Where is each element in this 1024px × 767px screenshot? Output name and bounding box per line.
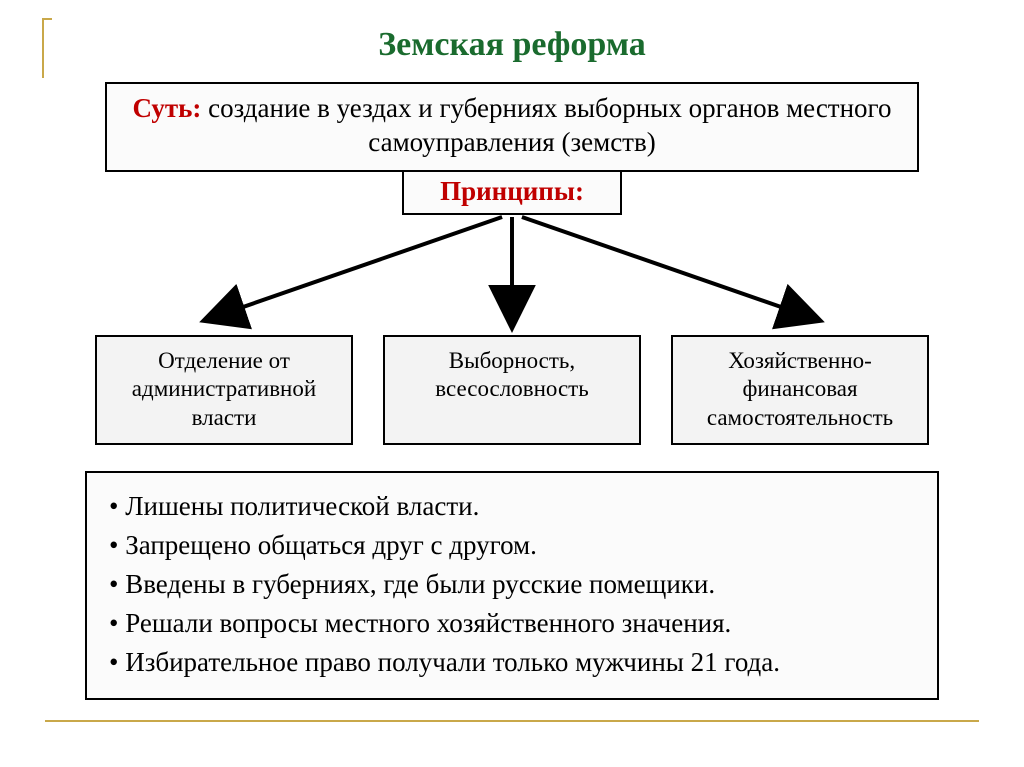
- slide-frame-corner: [42, 18, 52, 78]
- essence-text: создание в уездах и губерниях выборных о…: [201, 93, 891, 157]
- list-item: Решали вопросы местного хозяйственного з…: [109, 604, 915, 643]
- essence-label: Суть:: [133, 93, 202, 123]
- page-title: Земская реформа: [45, 26, 979, 64]
- branch-box: Отделение от административной власти: [95, 335, 353, 445]
- bullets-box: Лишены политической власти. Запрещено об…: [85, 471, 939, 701]
- arrows-svg: [105, 209, 919, 349]
- list-item: Введены в губерниях, где были русские по…: [109, 565, 915, 604]
- essence-box: Суть: создание в уездах и губерниях выбо…: [105, 82, 919, 172]
- branch-box: Хозяйственно-финансовая самостоятельност…: [671, 335, 929, 445]
- bullets-list: Лишены политической власти. Запрещено об…: [109, 487, 915, 683]
- list-item: Лишены политической власти.: [109, 487, 915, 526]
- list-item: Избирательное право получали только мужч…: [109, 643, 915, 682]
- branches-row: Отделение от административной власти Выб…: [95, 335, 929, 445]
- branch-box: Выборность, всесословность: [383, 335, 641, 445]
- list-item: Запрещено общаться друг с другом.: [109, 526, 915, 565]
- slide-bottom-rule: [45, 720, 979, 722]
- arrows-container: [105, 215, 919, 335]
- principles-box: Принципы:: [402, 170, 622, 215]
